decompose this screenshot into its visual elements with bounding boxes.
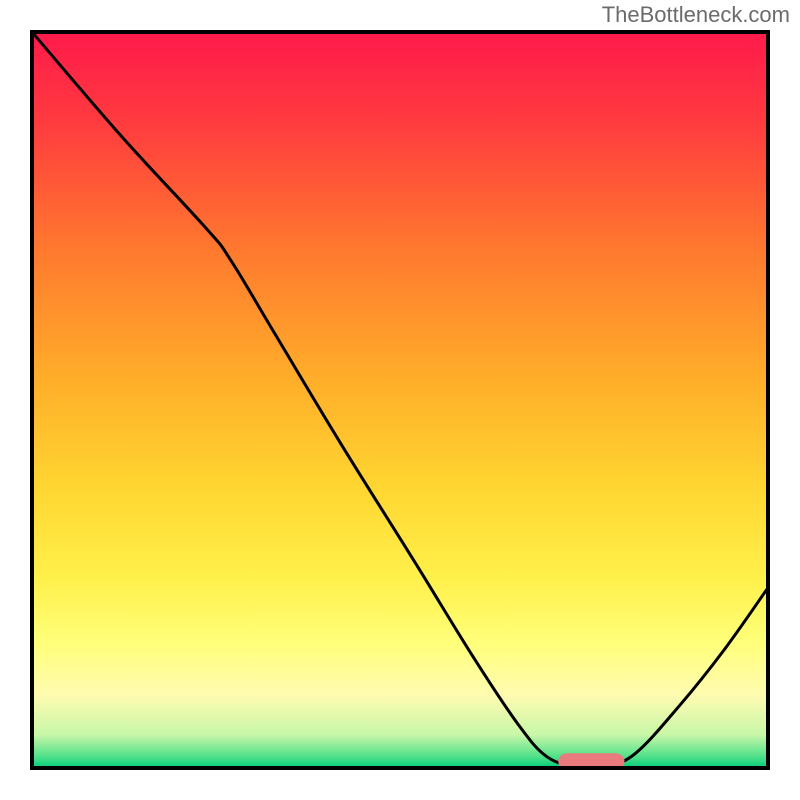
attribution-label: TheBottleneck.com <box>602 2 790 28</box>
chart-wrapper: TheBottleneck.com <box>0 0 800 800</box>
plot-background-gradient <box>32 32 768 768</box>
bottleneck-chart <box>0 0 800 800</box>
